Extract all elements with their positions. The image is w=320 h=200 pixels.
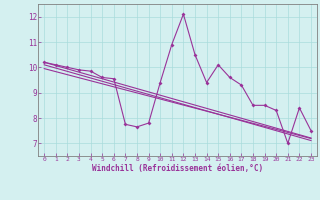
X-axis label: Windchill (Refroidissement éolien,°C): Windchill (Refroidissement éolien,°C) — [92, 164, 263, 173]
